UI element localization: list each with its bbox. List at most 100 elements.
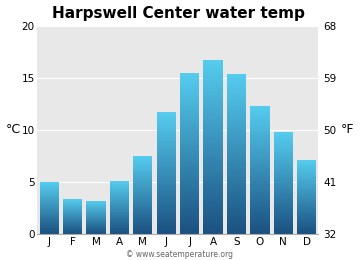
Bar	[180, 137, 199, 139]
Bar	[133, 199, 152, 200]
Bar	[274, 136, 293, 137]
Bar	[274, 185, 293, 187]
Bar	[40, 206, 59, 207]
Bar	[133, 198, 152, 199]
Bar	[227, 160, 246, 162]
Y-axis label: °F: °F	[341, 124, 355, 136]
Bar	[250, 143, 270, 144]
Bar	[157, 165, 176, 167]
Bar	[274, 177, 293, 178]
Bar	[86, 216, 105, 217]
Bar	[203, 221, 223, 223]
Bar	[203, 158, 223, 160]
Bar	[133, 167, 152, 168]
Bar	[297, 219, 316, 220]
Bar	[274, 202, 293, 203]
Bar	[157, 228, 176, 229]
Bar	[250, 106, 270, 108]
Bar	[180, 121, 199, 123]
Bar	[227, 206, 246, 208]
Bar	[274, 173, 293, 174]
Bar	[86, 217, 105, 218]
Bar	[133, 164, 152, 165]
Bar	[180, 226, 199, 228]
Bar	[133, 215, 152, 216]
Bar	[133, 220, 152, 221]
Bar	[180, 181, 199, 184]
Bar	[157, 172, 176, 173]
Bar	[203, 73, 223, 75]
Bar	[157, 226, 176, 228]
Bar	[157, 155, 176, 156]
Bar	[180, 167, 199, 170]
Bar	[180, 115, 199, 117]
Bar	[63, 200, 82, 201]
Bar	[274, 174, 293, 175]
Bar	[63, 213, 82, 214]
Bar	[203, 169, 223, 171]
Bar	[227, 132, 246, 134]
Bar	[180, 145, 199, 147]
Bar	[250, 211, 270, 213]
Bar	[203, 119, 223, 121]
Bar	[180, 97, 199, 99]
Bar	[250, 117, 270, 119]
Bar	[110, 220, 129, 221]
Bar	[274, 145, 293, 146]
Bar	[133, 186, 152, 187]
Bar	[274, 133, 293, 134]
Bar	[180, 101, 199, 103]
Bar	[227, 154, 246, 156]
Bar	[63, 219, 82, 220]
Bar	[274, 230, 293, 231]
Bar	[274, 180, 293, 182]
Bar	[157, 199, 176, 200]
Bar	[297, 198, 316, 199]
Bar	[297, 193, 316, 194]
Bar	[63, 222, 82, 223]
Bar	[297, 215, 316, 216]
Bar	[133, 183, 152, 184]
Bar	[133, 202, 152, 203]
Bar	[157, 150, 176, 152]
Bar	[203, 112, 223, 114]
Bar	[203, 164, 223, 167]
Bar	[274, 150, 293, 151]
Bar	[86, 221, 105, 222]
Bar	[180, 194, 199, 196]
Bar	[297, 232, 316, 233]
Bar	[250, 205, 270, 207]
Bar	[180, 218, 199, 220]
Bar	[297, 167, 316, 168]
Bar	[180, 151, 199, 153]
Bar	[227, 182, 246, 184]
Bar	[227, 176, 246, 178]
Bar	[86, 214, 105, 215]
Bar	[40, 233, 59, 234]
Bar	[110, 229, 129, 230]
Bar	[250, 140, 270, 141]
Bar	[86, 205, 105, 206]
Bar	[250, 172, 270, 173]
Bar	[133, 156, 152, 157]
Bar	[133, 204, 152, 205]
Bar	[274, 148, 293, 150]
Bar	[297, 195, 316, 196]
Bar	[133, 227, 152, 228]
Bar	[180, 85, 199, 87]
Bar	[63, 206, 82, 207]
Bar	[40, 185, 59, 186]
Bar	[40, 188, 59, 189]
Bar	[133, 211, 152, 212]
Bar	[63, 214, 82, 215]
Bar	[227, 166, 246, 168]
Bar	[133, 196, 152, 197]
Bar	[203, 182, 223, 184]
Bar	[180, 89, 199, 91]
Bar	[274, 169, 293, 170]
Bar	[157, 167, 176, 168]
Bar	[157, 211, 176, 213]
Bar	[297, 162, 316, 163]
Bar	[250, 184, 270, 186]
Bar	[274, 216, 293, 217]
